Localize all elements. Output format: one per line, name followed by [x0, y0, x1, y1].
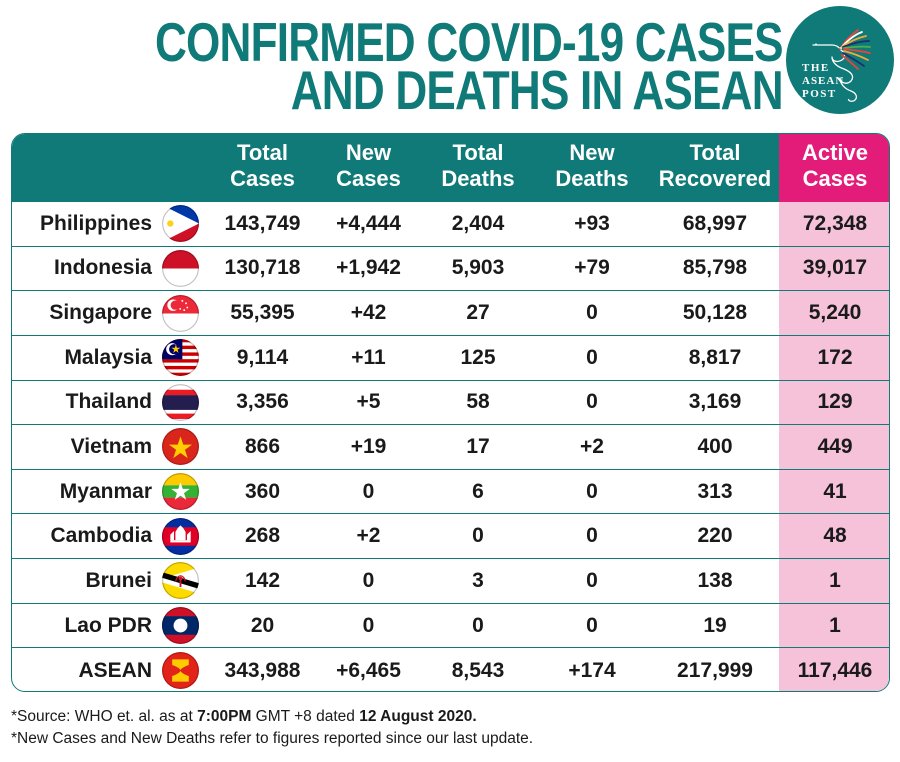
- svg-text:ASEAN: ASEAN: [802, 75, 844, 87]
- svg-text:POST: POST: [802, 88, 837, 100]
- svg-text:THE: THE: [802, 62, 830, 74]
